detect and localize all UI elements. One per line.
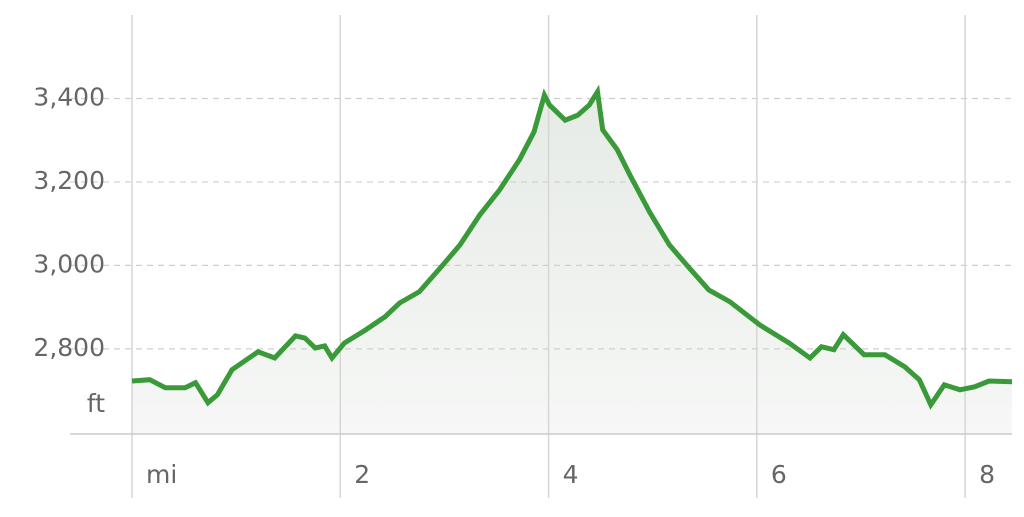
area <box>132 91 1012 435</box>
y-tick-label: 3,400 <box>33 82 105 111</box>
x-tick-label: 6 <box>771 460 787 489</box>
y-tick-label: 3,200 <box>33 166 105 195</box>
elevation-line <box>131 84 1013 410</box>
x-tick-label: 2 <box>354 460 370 489</box>
y-unit: ft <box>87 389 105 418</box>
y-tick-label: 3,000 <box>33 249 105 278</box>
x-tick-label: 4 <box>563 460 579 489</box>
x-tick-label: 8 <box>979 460 995 489</box>
y-tick-label: 2,800 <box>33 333 105 362</box>
x-tick-label: mi <box>146 460 177 489</box>
